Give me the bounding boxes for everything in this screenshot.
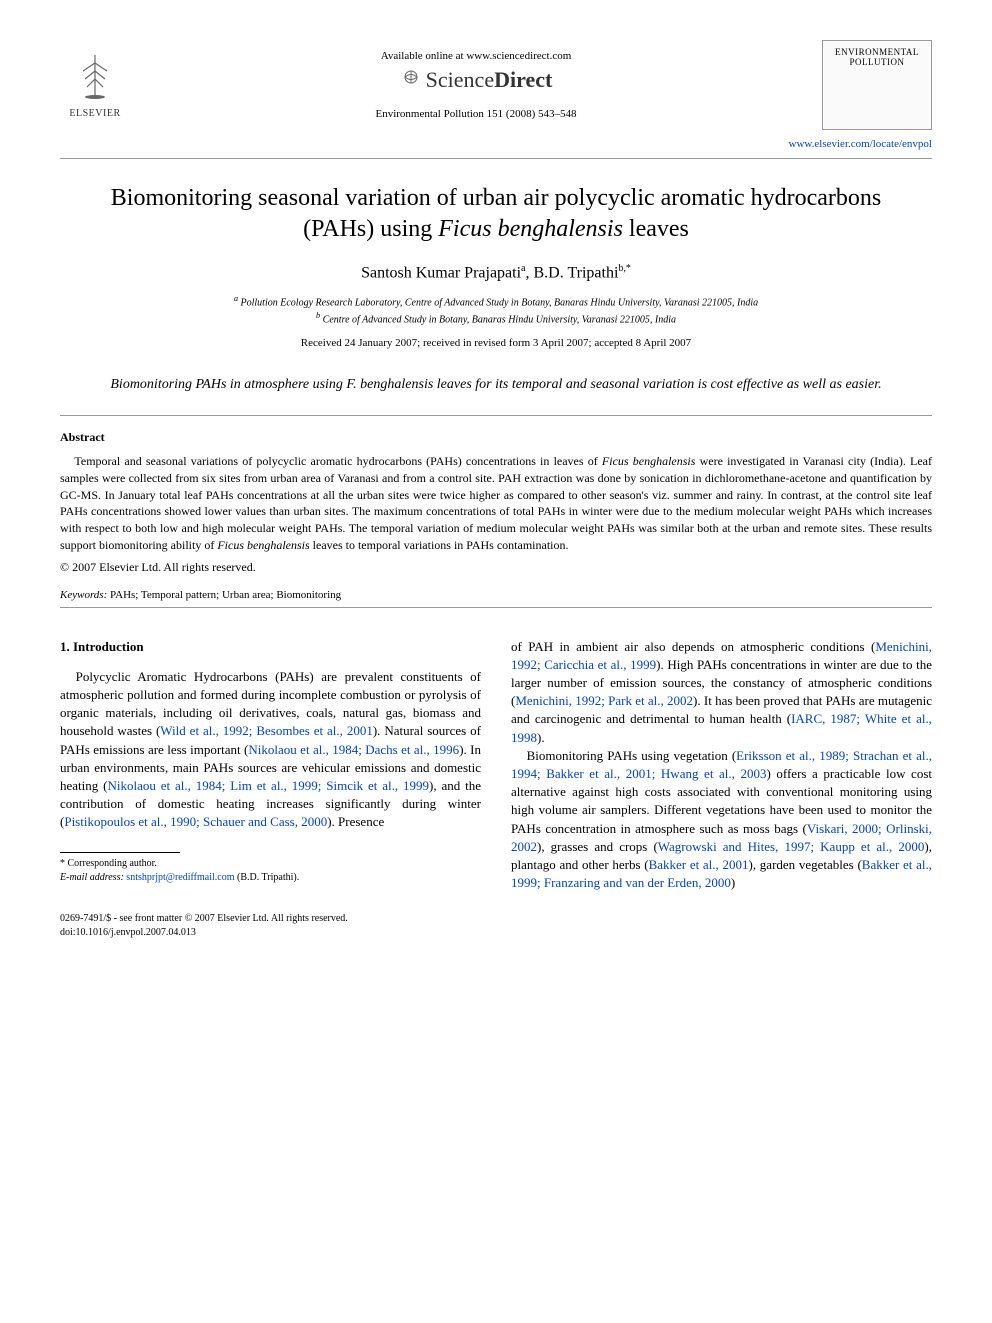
sciencedirect-text: ScienceDirect (426, 67, 553, 93)
footer-line2: doi:10.1016/j.envpol.2007.04.013 (60, 926, 932, 940)
author-2-affil: b,* (618, 263, 631, 274)
c2p2-seg6: ) (731, 875, 735, 890)
title-italic: Ficus benghalensis (438, 216, 623, 242)
footer-line1: 0269-7491/$ - see front matter © 2007 El… (60, 912, 932, 926)
abstract-bottom-rule (60, 607, 932, 608)
col2-para2: Biomonitoring PAHs using vegetation (Eri… (511, 747, 932, 893)
email-line: E-mail address: sntshprjpt@rediffmail.co… (60, 871, 481, 885)
c2p2-seg5: ), garden vegetables ( (749, 857, 862, 872)
keywords-label: Keywords: (60, 589, 107, 601)
col2-para1: of PAH in ambient air also depends on at… (511, 638, 932, 747)
keywords: Keywords: PAHs; Temporal pattern; Urban … (60, 589, 932, 601)
page-footer: 0269-7491/$ - see front matter © 2007 El… (60, 912, 932, 940)
affiliation-b: b Centre of Advanced Study in Botany, Ba… (60, 310, 932, 327)
c1p1-link3[interactable]: Nikolaou et al., 1984; Lim et al., 1999;… (107, 778, 429, 793)
c2p2-seg1: Biomonitoring PAHs using vegetation ( (527, 748, 737, 763)
c1p1-seg5: ). Presence (327, 814, 384, 829)
author-2: B.D. Tripathi (534, 265, 619, 282)
email-tail: (B.D. Tripathi). (234, 872, 299, 883)
sciencedirect-icon (400, 66, 422, 94)
col1-para1: Polycyclic Aromatic Hydrocarbons (PAHs) … (60, 668, 481, 832)
abstract-top-rule (60, 415, 932, 416)
sd-suffix: Direct (494, 67, 552, 92)
keywords-list: PAHs; Temporal pattern; Urban area; Biom… (107, 589, 341, 601)
header-rule (60, 158, 932, 159)
elsevier-logo: ELSEVIER (60, 45, 130, 125)
column-right: of PAH in ambient air also depends on at… (511, 638, 932, 893)
c1p1-link4[interactable]: Pistikopoulos et al., 1990; Schauer and … (64, 814, 327, 829)
footnote-block: * Corresponding author. E-mail address: … (60, 857, 481, 885)
journal-url-link[interactable]: www.elsevier.com/locate/envpol (789, 138, 932, 150)
journal-box-line1: ENVIRONMENTAL (835, 47, 919, 57)
c2p1-link2[interactable]: Menichini, 1992; Park et al., 2002 (515, 693, 693, 708)
article-title: Biomonitoring seasonal variation of urba… (100, 183, 892, 245)
c1p1-link1[interactable]: Wild et al., 1992; Besombes et al., 2001 (160, 723, 373, 738)
abs-seg3: leaves to temporal variations in PAHs co… (310, 538, 569, 552)
article-dates: Received 24 January 2007; received in re… (60, 337, 932, 349)
email-address[interactable]: sntshprjpt@rediffmail.com (124, 872, 235, 883)
available-online-text: Available online at www.sciencedirect.co… (150, 50, 802, 62)
title-tail: leaves (623, 216, 689, 242)
sciencedirect-logo: ScienceDirect (150, 66, 802, 94)
column-left: 1. Introduction Polycyclic Aromatic Hydr… (60, 638, 481, 893)
email-label: E-mail address: (60, 872, 124, 883)
c2p2-link3[interactable]: Wagrowski and Hites, 1997; Kaupp et al.,… (658, 839, 925, 854)
c2p1-seg4: ). (537, 730, 545, 745)
page: ELSEVIER Available online at www.science… (0, 0, 992, 970)
affiliation-a: a Pollution Ecology Research Laboratory,… (60, 293, 932, 310)
author-sep: , (526, 265, 534, 282)
corresponding-author: * Corresponding author. (60, 857, 481, 871)
abstract-copyright: © 2007 Elsevier Ltd. All rights reserved… (60, 560, 932, 575)
header-row: ELSEVIER Available online at www.science… (60, 40, 932, 130)
affiliations: a Pollution Ecology Research Laboratory,… (60, 293, 932, 328)
body-columns: 1. Introduction Polycyclic Aromatic Hydr… (60, 638, 932, 893)
c2p1-seg1: of PAH in ambient air also depends on at… (511, 639, 875, 654)
c2p2-seg3: ), grasses and crops ( (537, 839, 658, 854)
footnote-rule (60, 852, 180, 853)
journal-cover-container: ENVIRONMENTAL POLLUTION (822, 40, 932, 130)
journal-url[interactable]: www.elsevier.com/locate/envpol (60, 138, 932, 150)
section-1-heading: 1. Introduction (60, 638, 481, 656)
abs-ital1: Ficus benghalensis (602, 454, 696, 468)
journal-box-line2: POLLUTION (850, 57, 905, 67)
abs-seg1: Temporal and seasonal variations of poly… (74, 454, 602, 468)
journal-reference: Environmental Pollution 151 (2008) 543–5… (150, 108, 802, 120)
header-center: Available online at www.sciencedirect.co… (130, 50, 822, 120)
journal-cover-box: ENVIRONMENTAL POLLUTION (822, 40, 932, 130)
affiliation-a-text: Pollution Ecology Research Laboratory, C… (241, 297, 759, 308)
author-1: Santosh Kumar Prajapati (361, 265, 521, 282)
sd-prefix: Science (426, 67, 494, 92)
abstract-heading: Abstract (60, 430, 932, 445)
abs-ital2: Ficus benghalensis (217, 538, 309, 552)
affiliation-b-text: Centre of Advanced Study in Botany, Bana… (323, 314, 676, 325)
abstract-paragraph: Temporal and seasonal variations of poly… (60, 453, 932, 554)
elsevier-label: ELSEVIER (69, 108, 120, 119)
authors: Santosh Kumar Prajapatia, B.D. Tripathib… (60, 263, 932, 282)
capsule-summary: Biomonitoring PAHs in atmosphere using F… (90, 375, 902, 395)
c2p2-link4[interactable]: Bakker et al., 2001 (649, 857, 749, 872)
c1p1-link2[interactable]: Nikolaou et al., 1984; Dachs et al., 199… (248, 742, 459, 757)
elsevier-tree-icon (73, 51, 117, 108)
